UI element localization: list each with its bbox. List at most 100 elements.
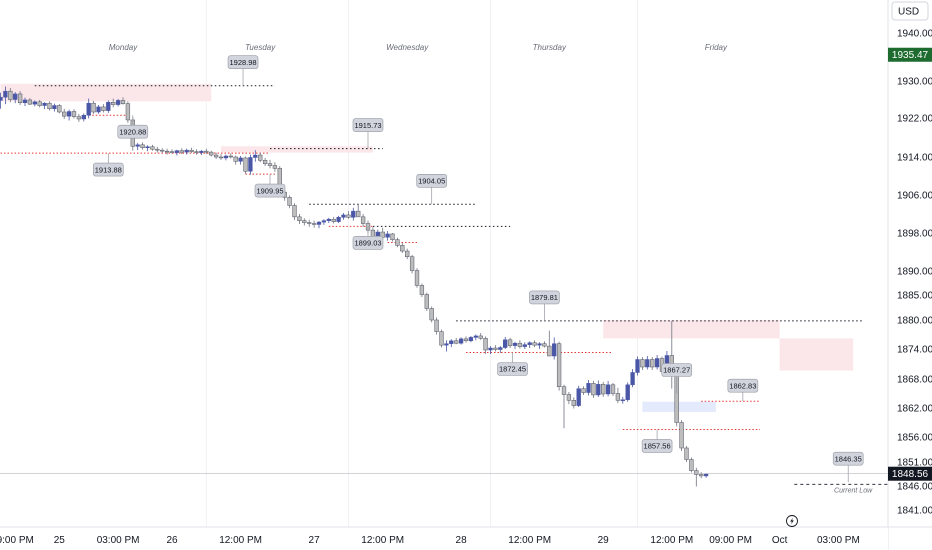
candle[interactable] — [360, 214, 366, 227]
candle[interactable] — [297, 214, 302, 224]
candle[interactable] — [32, 100, 37, 107]
candle[interactable] — [591, 380, 596, 398]
candle[interactable] — [243, 156, 248, 174]
candle[interactable] — [140, 142, 145, 150]
candle[interactable] — [213, 152, 219, 159]
candle[interactable] — [414, 268, 420, 288]
candle[interactable] — [204, 148, 209, 155]
candle[interactable] — [468, 335, 474, 343]
candle[interactable] — [635, 356, 640, 376]
candle[interactable] — [86, 98, 91, 119]
candle[interactable] — [576, 385, 581, 408]
candle[interactable] — [76, 113, 82, 122]
candle[interactable] — [556, 341, 562, 391]
candle[interactable] — [160, 148, 165, 154]
candle[interactable] — [610, 382, 616, 396]
candle[interactable] — [537, 342, 542, 349]
candle[interactable] — [561, 384, 567, 429]
lightning-icon[interactable] — [786, 515, 798, 527]
candle[interactable] — [542, 341, 547, 348]
candle[interactable] — [512, 341, 518, 349]
candle[interactable] — [57, 104, 62, 114]
candle[interactable] — [630, 369, 635, 388]
currency-selector[interactable]: USD — [891, 1, 929, 21]
candle[interactable] — [174, 149, 180, 156]
candles[interactable] — [0, 86, 709, 487]
candle[interactable] — [233, 155, 238, 165]
candle[interactable] — [395, 237, 400, 248]
candle[interactable] — [120, 97, 126, 105]
candle[interactable] — [434, 317, 439, 335]
candle[interactable] — [115, 99, 121, 107]
candle[interactable] — [654, 355, 660, 370]
candle[interactable] — [27, 98, 33, 106]
candle[interactable] — [17, 91, 23, 106]
candle[interactable] — [571, 397, 576, 409]
candle[interactable] — [596, 380, 601, 397]
candle[interactable] — [336, 215, 341, 224]
candle[interactable] — [566, 392, 572, 405]
candle[interactable] — [145, 145, 150, 152]
candle[interactable] — [106, 100, 111, 113]
candle[interactable] — [547, 330, 552, 357]
candle[interactable] — [42, 102, 47, 110]
candle[interactable] — [218, 154, 224, 160]
candle[interactable] — [331, 216, 336, 224]
candle[interactable] — [341, 213, 346, 220]
candle[interactable] — [52, 103, 57, 112]
candle[interactable] — [483, 336, 488, 354]
candle[interactable] — [620, 396, 625, 404]
candle[interactable] — [179, 148, 184, 155]
candle[interactable] — [262, 157, 268, 167]
candle[interactable] — [458, 337, 464, 345]
candle[interactable] — [135, 142, 140, 151]
time-axis[interactable]: 9:00 PM 25 03:00 PM 26 12:00 PM 27 12:00 PM 28 1… — [0, 526, 932, 550]
candle[interactable] — [326, 217, 331, 224]
candle[interactable] — [287, 195, 292, 209]
candle[interactable] — [679, 420, 684, 451]
candle[interactable] — [385, 231, 390, 241]
candle[interactable] — [238, 156, 243, 165]
candle[interactable] — [684, 446, 689, 462]
price-axis[interactable]: 1940.00 1930.00 1922.00 1914.00 1906.00 1898.… — [887, 0, 932, 550]
candle[interactable] — [645, 356, 650, 370]
candle[interactable] — [439, 329, 444, 348]
candle[interactable] — [125, 101, 131, 123]
candle[interactable] — [694, 467, 699, 487]
candle[interactable] — [405, 248, 410, 260]
candle[interactable] — [527, 341, 532, 349]
candle[interactable] — [552, 337, 557, 360]
candle[interactable] — [292, 203, 297, 221]
candle[interactable] — [311, 220, 317, 228]
candle[interactable] — [625, 382, 630, 402]
candle[interactable] — [169, 149, 175, 154]
candle[interactable] — [488, 346, 493, 354]
candle[interactable] — [66, 109, 72, 121]
candle[interactable] — [199, 150, 204, 156]
candle[interactable] — [258, 152, 263, 163]
candle[interactable] — [532, 340, 537, 348]
candle[interactable] — [517, 340, 523, 349]
candle[interactable] — [699, 472, 704, 479]
candle[interactable] — [605, 380, 611, 397]
candle[interactable] — [47, 101, 52, 111]
candle[interactable] — [321, 219, 327, 225]
candle[interactable] — [223, 154, 229, 161]
candle[interactable] — [164, 148, 170, 155]
candle[interactable] — [184, 148, 189, 155]
candle[interactable] — [3, 86, 8, 105]
candle[interactable] — [650, 357, 655, 370]
candle[interactable] — [228, 153, 233, 159]
candle[interactable] — [272, 162, 278, 172]
candle[interactable] — [96, 105, 101, 114]
candle[interactable] — [302, 218, 307, 226]
candle[interactable] — [351, 207, 356, 221]
candle[interactable] — [689, 457, 694, 473]
candle[interactable] — [454, 337, 459, 345]
candle[interactable] — [62, 108, 67, 119]
candle[interactable] — [615, 387, 621, 404]
candle[interactable] — [419, 283, 425, 297]
candle[interactable] — [478, 333, 483, 340]
candle[interactable] — [640, 357, 645, 370]
candle[interactable] — [463, 336, 469, 343]
